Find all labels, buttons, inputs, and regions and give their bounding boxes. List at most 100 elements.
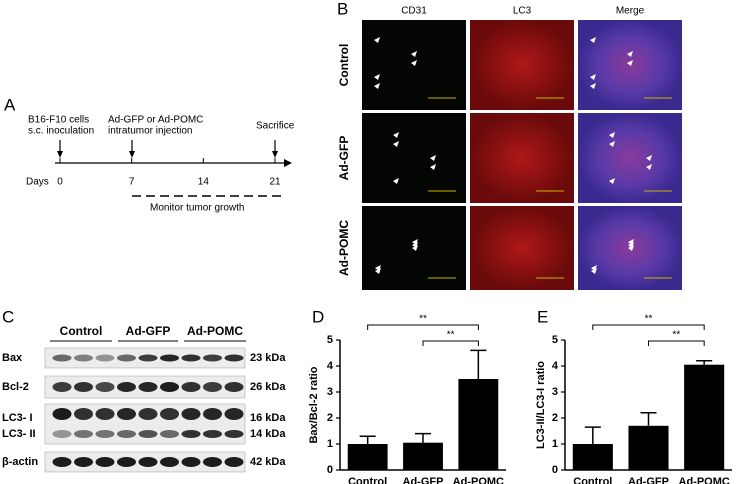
significance-label: ** [447,330,455,341]
y-tick-label: 1 [552,438,558,450]
column-header: Merge [616,6,645,17]
error-bar [415,432,431,443]
blot-band [117,457,136,467]
day-label: 0 [57,177,63,188]
blot-band [160,382,179,392]
size-label: 42 kDa [250,456,286,468]
arrowhead-marker [412,239,418,245]
protein-label: Bcl-2 [2,381,29,393]
blot-band [181,408,201,420]
y-tick-label: 3 [552,386,558,398]
blot-band [52,430,72,438]
panel-letter: E [537,307,548,326]
blot-band [52,354,72,362]
label: B16-F10 cells [28,115,89,126]
column-header: LC3 [513,6,532,17]
arrowhead-marker [430,164,436,170]
significance-label: ** [672,330,680,341]
micrograph [470,113,574,203]
y-tick-label: 4 [552,360,559,372]
blot-band [52,457,72,467]
blot-band [117,408,136,420]
blot-band [74,457,93,467]
blot-band [160,430,179,438]
blot-band [74,408,93,420]
x-tick-label: Control [348,476,387,484]
significance-bracket [648,340,705,346]
blot-band [160,354,179,362]
day-label: 21 [269,177,281,188]
significance-bracket [367,324,479,330]
blot-band [181,354,201,362]
blot-band [203,382,222,392]
size-label: 23 kDa [250,352,286,364]
micrograph [578,113,682,203]
y-tick-label: 2 [327,412,333,424]
blot-band [117,354,136,362]
blot-band [95,408,115,420]
group-label: Ad-POMC [187,324,243,338]
significance-label: ** [645,314,653,325]
error-bar [359,435,376,444]
event-arrow-head [129,151,135,158]
day-label: 7 [129,177,135,188]
panel-letter: D [312,307,324,326]
row-label: Control [337,44,351,87]
blot-band [95,457,115,467]
protein-label: LC3- I [2,412,33,424]
arrowhead-marker [609,141,615,147]
y-tick-label: 0 [327,464,333,476]
y-tick-label: 5 [327,334,333,346]
blot-band [224,382,244,392]
blot-band [74,382,93,392]
panel-letter: C [2,307,14,326]
micrograph [362,113,466,203]
y-tick-label: 5 [552,334,558,346]
blot-band [160,408,179,420]
y-axis-label: LC3-II/LC3-I ratio [535,361,547,449]
micrograph [470,20,574,110]
blot-band [117,430,136,438]
y-tick-label: 1 [327,438,333,450]
bar [347,444,388,470]
bar [684,364,725,470]
blot-band [203,354,222,362]
error-bar [584,426,601,444]
blot-band [160,457,179,467]
size-label: 16 kDa [250,412,286,424]
y-tick-label: 4 [327,360,334,372]
arrowhead-marker [393,178,399,184]
x-tick-label: Control [573,476,612,484]
blot-band [74,354,93,362]
panel-letter: A [4,95,16,114]
blot-band [74,430,93,438]
arrowhead-marker [646,155,652,161]
protein-label: LC3- II [2,428,36,440]
blot-band [181,430,201,438]
blot-band [95,430,115,438]
x-tick-label: Ad-GFP [403,476,444,484]
blot-band [203,430,222,438]
arrowhead-marker [627,51,633,57]
blot-band [224,408,244,420]
y-axis-label: Bax/Bcl-2 ratio [308,366,320,443]
arrowhead-marker [628,239,634,245]
size-label: 26 kDa [250,381,286,393]
arrowhead-marker [590,37,596,43]
x-tick-label: Ad-POMC [679,476,730,484]
blot-band [181,457,201,467]
label: intratumor injection [108,126,192,137]
arrowhead-marker [393,141,399,147]
label: Ad-GFP or Ad-POMC [108,115,203,126]
significance-bracket [422,340,479,346]
blot-band [138,430,158,438]
arrowhead-marker [374,74,380,80]
y-tick-label: 2 [552,412,558,424]
error-bar [640,412,657,426]
bar [572,444,613,470]
significance-bracket [592,324,705,330]
significance-label: ** [419,314,427,325]
panel-letter: B [337,0,348,18]
blot-band [138,354,158,362]
